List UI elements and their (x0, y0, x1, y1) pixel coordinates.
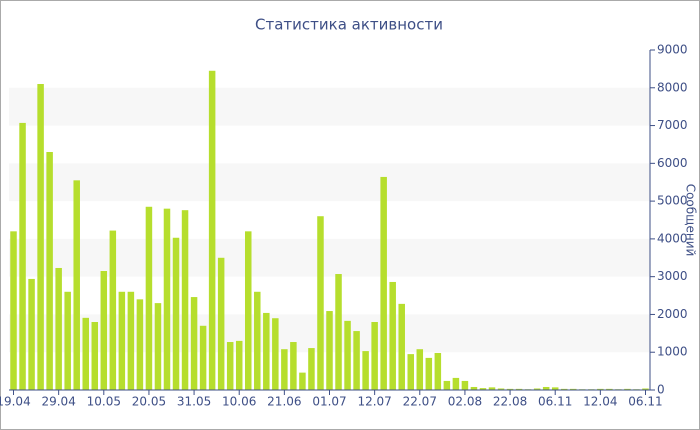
bar (109, 230, 117, 390)
bar (470, 386, 478, 390)
bar (398, 303, 405, 390)
bar (380, 176, 387, 390)
y-tick-label: 3000 (657, 269, 688, 283)
bar (308, 348, 315, 390)
x-tick-label: 29.04 (41, 395, 75, 409)
bar (506, 388, 514, 390)
bar (362, 351, 369, 390)
bar (551, 387, 559, 390)
bar (570, 388, 577, 390)
bar (425, 357, 433, 390)
bar (443, 380, 451, 390)
x-tick-label: 06.11 (628, 395, 662, 409)
bar (497, 388, 505, 390)
bar (389, 281, 396, 390)
x-tick-label: 19.04 (0, 395, 31, 409)
bar (434, 352, 442, 390)
bar (371, 322, 378, 390)
y-tick-label: 6000 (657, 156, 688, 170)
x-tick-label: 22.08 (493, 395, 527, 409)
bar (281, 349, 288, 390)
y-tick-label: 8000 (657, 80, 688, 94)
y-axis-label: Сообщений (684, 184, 698, 257)
bar (172, 237, 180, 390)
x-tick-label: 20.05 (132, 395, 166, 409)
bar (461, 380, 469, 390)
bar (199, 325, 207, 390)
x-tick-label: 21.06 (267, 395, 301, 409)
bar (488, 387, 496, 390)
bar (208, 70, 216, 391)
bar (82, 317, 89, 390)
bar (335, 274, 342, 390)
bar (263, 312, 270, 390)
x-tick-label: 06.11 (538, 395, 572, 409)
bar (290, 342, 297, 390)
bar (28, 278, 35, 390)
x-tick-label: 10.05 (87, 395, 121, 409)
bar (190, 297, 198, 390)
bar (272, 318, 279, 390)
bar (542, 386, 550, 390)
bar (181, 210, 189, 390)
bar (154, 303, 162, 390)
bar (91, 322, 99, 390)
x-tick-label: 12.07 (357, 395, 391, 409)
x-tick-label: 31.05 (177, 395, 211, 409)
bar (416, 349, 424, 390)
bar (226, 342, 234, 390)
bar (145, 206, 153, 390)
bar (127, 291, 135, 390)
bar (606, 388, 613, 390)
bar (73, 180, 80, 390)
x-tick-label: 12.04 (583, 395, 617, 409)
bar (353, 331, 360, 390)
bar (217, 257, 225, 390)
bar (479, 388, 487, 390)
y-tick-label: 1000 (657, 345, 688, 359)
bar (55, 267, 62, 390)
bar (344, 320, 351, 390)
y-tick-label: 4000 (657, 231, 688, 245)
bar (235, 340, 243, 390)
x-tick-label: 22.07 (403, 395, 437, 409)
bar (10, 231, 17, 390)
x-tick-label: 02.08 (448, 395, 482, 409)
bar (317, 216, 324, 390)
bar (299, 372, 306, 390)
bar (163, 208, 171, 390)
bar (37, 84, 44, 390)
y-tick-label: 0 (657, 383, 665, 397)
bar (244, 231, 252, 390)
x-tick-label: 10.06 (222, 395, 256, 409)
x-tick-label: 01.07 (312, 395, 346, 409)
y-tick-label: 9000 (657, 43, 688, 57)
bar (326, 311, 333, 390)
bar (642, 388, 649, 390)
bar (533, 388, 541, 390)
y-tick-label: 5000 (657, 194, 688, 208)
bar (452, 377, 460, 390)
y-tick-label: 7000 (657, 118, 688, 132)
bar (100, 271, 108, 390)
bar (560, 388, 568, 390)
bar (254, 291, 261, 390)
bar (597, 388, 604, 390)
bar (515, 388, 523, 390)
bar (118, 291, 126, 390)
chart-title: Статистика активности (255, 16, 443, 34)
grid-band (9, 87, 650, 126)
bar (46, 152, 53, 390)
grid-band (9, 163, 650, 202)
y-tick-label: 2000 (657, 307, 688, 321)
bar (624, 388, 631, 390)
bar (136, 299, 144, 390)
bar (64, 291, 71, 390)
bar (407, 354, 415, 390)
bar (19, 122, 26, 391)
